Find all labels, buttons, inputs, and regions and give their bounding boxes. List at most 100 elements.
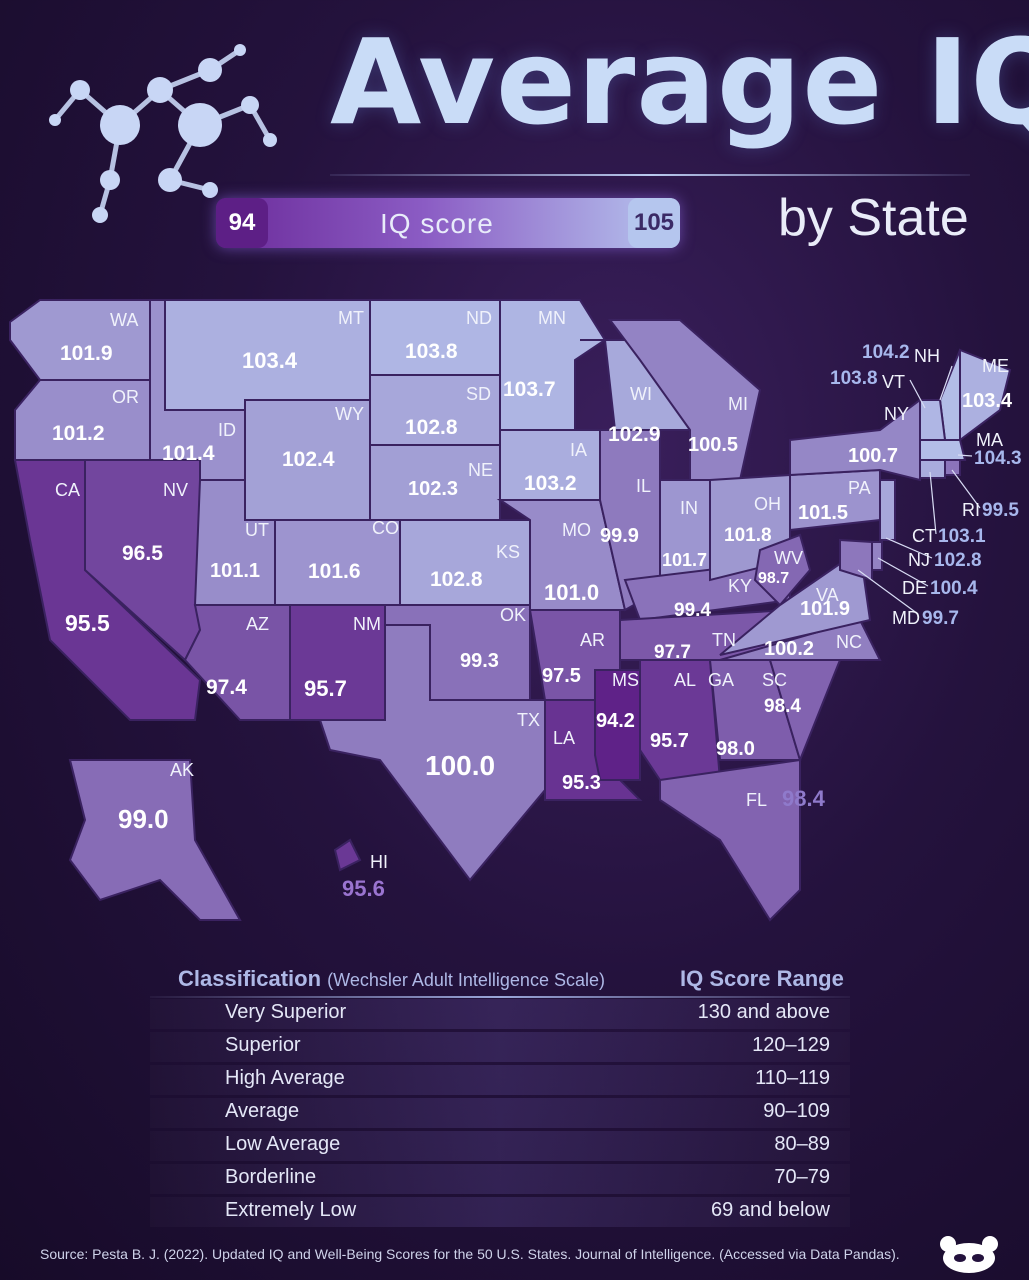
legend-row: Low Average 80–89 bbox=[150, 1131, 850, 1161]
state-abbr-hi: HI bbox=[370, 852, 388, 872]
state-abbr-ca: CA bbox=[55, 480, 81, 500]
legend-heading-note: (Wechsler Adult Intelligence Scale) bbox=[327, 970, 605, 990]
state-iq-mt: 103.4 bbox=[242, 348, 298, 373]
state-abbr-wa: WA bbox=[110, 310, 139, 330]
state-abbr-tn: TN bbox=[712, 630, 736, 650]
state-abbr-nj: NJ bbox=[908, 550, 930, 570]
state-abbr-me: ME bbox=[982, 356, 1009, 376]
state-abbr-mt: MT bbox=[338, 308, 364, 328]
state-iq-ne: 102.3 bbox=[408, 478, 459, 500]
state-az bbox=[183, 604, 291, 721]
state-abbr-nm: NM bbox=[353, 614, 381, 634]
title-divider bbox=[330, 174, 970, 176]
state-abbr-ut: UT bbox=[245, 520, 269, 540]
scale-title: IQ score bbox=[380, 208, 494, 239]
state-iq-mo: 101.0 bbox=[544, 580, 600, 605]
legend-range: 90–109 bbox=[763, 1100, 830, 1122]
state-iq-ri: 99.5 bbox=[982, 500, 1019, 521]
state-abbr-nd: ND bbox=[466, 308, 492, 328]
state-iq-co: 101.6 bbox=[308, 560, 361, 583]
callout-line bbox=[929, 471, 937, 535]
state-iq-mn: 103.7 bbox=[503, 378, 556, 401]
state-ct bbox=[919, 459, 946, 479]
state-iq-ak: 99.0 bbox=[118, 804, 169, 834]
state-iq-ks: 102.8 bbox=[430, 568, 483, 591]
legend-heading: Classification (Wechsler Adult Intellige… bbox=[178, 966, 605, 992]
state-abbr-ny: NY bbox=[884, 404, 910, 424]
state-iq-nj: 102.8 bbox=[934, 550, 982, 571]
state-iq-az: 97.4 bbox=[206, 676, 247, 699]
scale-min-label: 94 bbox=[216, 198, 268, 248]
state-abbr-co: CO bbox=[372, 518, 399, 538]
state-iq-vt: 103.8 bbox=[830, 368, 878, 389]
state-iq-ny: 100.7 bbox=[848, 445, 899, 467]
page-subtitle: by State bbox=[778, 189, 969, 247]
state-iq-wv: 98.7 bbox=[758, 570, 790, 587]
state-abbr-ok: OK bbox=[500, 605, 527, 625]
legend-class: High Average bbox=[225, 1067, 345, 1089]
state-abbr-la: LA bbox=[553, 728, 576, 748]
state-abbr-az: AZ bbox=[246, 614, 270, 634]
state-iq-oh: 101.8 bbox=[724, 525, 772, 546]
callout-line bbox=[877, 557, 929, 587]
legend-class: Low Average bbox=[225, 1133, 341, 1155]
state-iq-ma: 104.3 bbox=[974, 448, 1022, 469]
state-abbr-sd: SD bbox=[466, 384, 492, 404]
state-abbr-al: AL bbox=[674, 670, 697, 690]
state-abbr-or: OR bbox=[112, 387, 139, 407]
legend-class: Average bbox=[225, 1100, 300, 1122]
state-iq-ia: 103.2 bbox=[524, 472, 577, 495]
state-abbr-in: IN bbox=[680, 498, 698, 518]
state-iq-wi: 102.9 bbox=[608, 423, 661, 446]
state-abbr-ar: AR bbox=[580, 630, 606, 650]
legend-range: 120–129 bbox=[752, 1034, 830, 1056]
state-abbr-wy: WY bbox=[335, 404, 364, 424]
legend-range: 110–119 bbox=[755, 1067, 830, 1089]
state-abbr-wi: WI bbox=[630, 384, 652, 404]
state-de bbox=[871, 541, 883, 571]
state-iq-tx: 100.0 bbox=[425, 750, 496, 781]
state-iq-id: 101.4 bbox=[162, 442, 215, 465]
state-abbr-mn: MN bbox=[538, 308, 566, 328]
legend-range: 69 and below bbox=[711, 1199, 830, 1221]
state-iq-sc: 98.4 bbox=[764, 696, 801, 717]
state-abbr-md: MD bbox=[892, 608, 920, 628]
state-abbr-nv: NV bbox=[163, 480, 189, 500]
state-abbr-ky: KY bbox=[728, 576, 753, 596]
source-note: Source: Pesta B. J. (2022). Updated IQ a… bbox=[40, 1246, 900, 1262]
callout-line bbox=[909, 379, 926, 409]
iq-color-scale bbox=[216, 198, 680, 248]
state-abbr-ri: RI bbox=[962, 500, 980, 520]
legend-row: Borderline 70–79 bbox=[150, 1164, 850, 1194]
state-ma bbox=[919, 439, 967, 461]
callout-line bbox=[951, 469, 981, 509]
legend-range: 70–79 bbox=[774, 1166, 830, 1188]
callout-line bbox=[885, 537, 933, 559]
state-abbr-wv: WV bbox=[774, 548, 803, 568]
state-iq-wa: 101.9 bbox=[60, 342, 113, 365]
state-abbr-id: ID bbox=[218, 420, 236, 440]
state-iq-nd: 103.8 bbox=[405, 340, 458, 363]
state-iq-sd: 102.8 bbox=[405, 416, 458, 439]
state-iq-ut: 101.1 bbox=[210, 560, 261, 582]
state-iq-wy: 102.4 bbox=[282, 448, 335, 471]
state-iq-ga: 98.0 bbox=[716, 738, 755, 760]
state-iq-al: 95.7 bbox=[650, 730, 689, 752]
state-iq-ct: 103.1 bbox=[938, 526, 986, 547]
legend-divider bbox=[150, 996, 850, 998]
state-iq-mi: 100.5 bbox=[688, 434, 739, 456]
legend-heading-text: Classification bbox=[178, 966, 322, 991]
state-abbr-ne: NE bbox=[468, 460, 494, 480]
state-abbr-nh: NH bbox=[914, 346, 940, 366]
state-ny bbox=[789, 398, 921, 482]
state-abbr-nc: NC bbox=[836, 632, 862, 652]
state-abbr-vt: VT bbox=[882, 372, 906, 392]
legend-range: 130 and above bbox=[697, 1001, 830, 1023]
state-iq-me: 103.4 bbox=[962, 390, 1013, 412]
state-wv bbox=[753, 533, 812, 607]
state-iq-hi: 95.6 bbox=[342, 876, 385, 901]
state-abbr-de: DE bbox=[902, 578, 928, 598]
legend-row: Very Superior 130 and above bbox=[150, 999, 850, 1029]
legend-row: Superior 120–129 bbox=[150, 1032, 850, 1062]
state-abbr-sc: SC bbox=[762, 670, 788, 690]
